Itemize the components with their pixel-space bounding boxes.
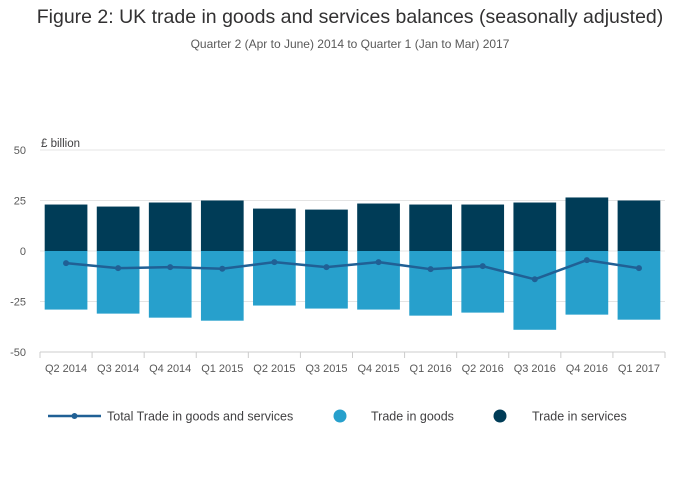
- legend-label-total: Total Trade in goods and services: [107, 410, 293, 424]
- axes: 50 25 0 -25 -50 Q2 2014 Q3 2014 Q4 2014 Q1 2015 Q…: [10, 145, 666, 375]
- goods-bar: [617, 251, 661, 320]
- legend-goods-swatch: [333, 409, 347, 423]
- y-tick-label: 25: [14, 196, 26, 208]
- services-bar: [200, 200, 244, 251]
- goods-bar: [200, 251, 244, 321]
- total-trade-point: [167, 264, 174, 271]
- legend-line-marker: [71, 413, 78, 419]
- services-bar: [253, 208, 296, 251]
- services-bar: [461, 204, 505, 251]
- total-trade-point: [531, 276, 538, 283]
- legend-label-goods: Trade in goods: [371, 410, 454, 424]
- services-bar: [96, 206, 140, 251]
- goods-bar: [409, 251, 452, 316]
- y-axis-unit-label: £ billion: [41, 138, 80, 150]
- x-tick-label: Q1 2016: [410, 363, 452, 375]
- x-tick-label: Q2 2015: [253, 363, 295, 375]
- goods-bar: [513, 251, 557, 330]
- chart-title: Figure 2: UK trade in goods and services…: [36, 6, 664, 28]
- gridlines: [40, 149, 665, 302]
- total-trade-point: [583, 257, 590, 264]
- y-tick-label: -25: [10, 297, 26, 309]
- total-trade-point: [323, 264, 330, 271]
- services-bar: [565, 197, 609, 251]
- total-trade-point: [427, 266, 434, 273]
- y-tick-label: 50: [14, 145, 26, 157]
- total-trade-point: [375, 259, 382, 266]
- services-bar: [44, 204, 88, 251]
- total-trade-point: [635, 265, 642, 272]
- services-bar: [148, 202, 192, 251]
- x-tick-label: Q2 2014: [45, 363, 87, 375]
- chart-subtitle: Quarter 2 (Apr to June) 2014 to Quarter …: [190, 37, 510, 51]
- legend-label-services: Trade in services: [532, 410, 627, 424]
- services-bar: [513, 202, 557, 251]
- goods-bar: [461, 251, 505, 313]
- total-trade-point: [115, 265, 122, 272]
- bars: [44, 197, 661, 330]
- goods-bar: [148, 251, 192, 318]
- x-tick-label: Q3 2014: [97, 363, 139, 375]
- goods-bar: [96, 251, 140, 314]
- total-trade-point: [271, 259, 278, 266]
- x-tick-label: Q1 2017: [618, 363, 660, 375]
- total-trade-point: [479, 263, 486, 270]
- total-trade-line: [63, 257, 642, 283]
- x-tick-label: Q4 2014: [149, 363, 191, 375]
- total-trade-line-path: [65, 258, 640, 281]
- x-tick-label: Q2 2016: [462, 363, 504, 375]
- services-bar: [357, 203, 400, 251]
- legend: Total Trade in goods and services Trade i…: [48, 409, 627, 424]
- x-tick-label: Q4 2016: [566, 363, 608, 375]
- x-tick-label: Q3 2016: [514, 363, 556, 375]
- total-trade-point: [63, 260, 70, 267]
- y-tick-label: -50: [10, 347, 26, 359]
- y-tick-label: 0: [20, 246, 26, 258]
- x-tick-label: Q4 2015: [357, 363, 399, 375]
- x-tick-label: Q1 2015: [201, 363, 243, 375]
- total-trade-point: [219, 265, 226, 272]
- goods-bar: [305, 251, 348, 309]
- services-bar: [617, 200, 661, 251]
- x-tick-label: Q3 2015: [305, 363, 347, 375]
- services-bar: [409, 204, 452, 251]
- services-bar: [305, 209, 348, 251]
- goods-bar: [44, 251, 88, 310]
- legend-services-swatch: [493, 409, 507, 423]
